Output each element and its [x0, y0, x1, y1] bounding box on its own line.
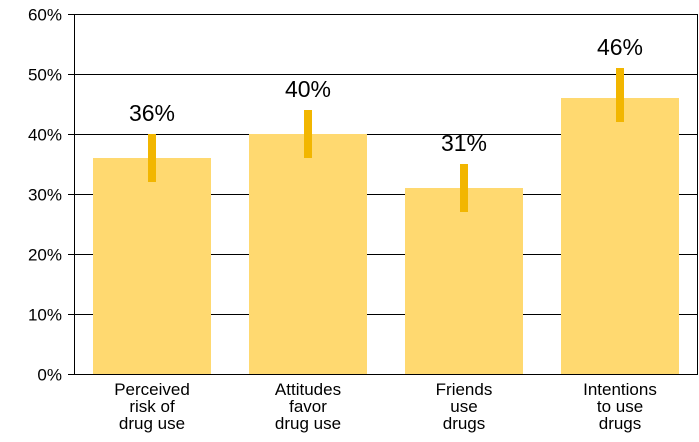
category-label: favor	[289, 397, 327, 416]
data-label: 40%	[285, 76, 331, 102]
category-label: Perceived	[114, 380, 190, 399]
bars	[93, 98, 679, 374]
bar	[405, 188, 523, 374]
data-labels: 36% 40% 31% 46%	[129, 34, 643, 156]
data-label: 46%	[597, 34, 643, 60]
bar	[93, 158, 211, 374]
category-label: drugs	[443, 414, 486, 433]
y-tick-label: 10%	[28, 306, 62, 325]
category-label: drugs	[599, 414, 642, 433]
category-label: use	[450, 397, 477, 416]
y-tick-label: 30%	[28, 186, 62, 205]
y-tick-label: 0%	[37, 366, 62, 385]
category-label: drug use	[119, 414, 185, 433]
y-axis-ticks: 0% 10% 20% 30% 40% 50% 60%	[28, 6, 74, 385]
bar	[561, 98, 679, 374]
category-label: to use	[597, 397, 643, 416]
data-label: 36%	[129, 100, 175, 126]
category-label: risk of	[129, 397, 175, 416]
error-bars	[148, 68, 624, 212]
bar	[249, 134, 367, 374]
y-tick-label: 60%	[28, 6, 62, 25]
data-label: 31%	[441, 130, 487, 156]
category-label: drug use	[275, 414, 341, 433]
y-tick-label: 40%	[28, 126, 62, 145]
y-tick-label: 50%	[28, 66, 62, 85]
category-label: Friends	[436, 380, 493, 399]
y-tick-label: 20%	[28, 246, 62, 265]
category-label: Intentions	[583, 380, 657, 399]
category-label: Attitudes	[275, 380, 341, 399]
